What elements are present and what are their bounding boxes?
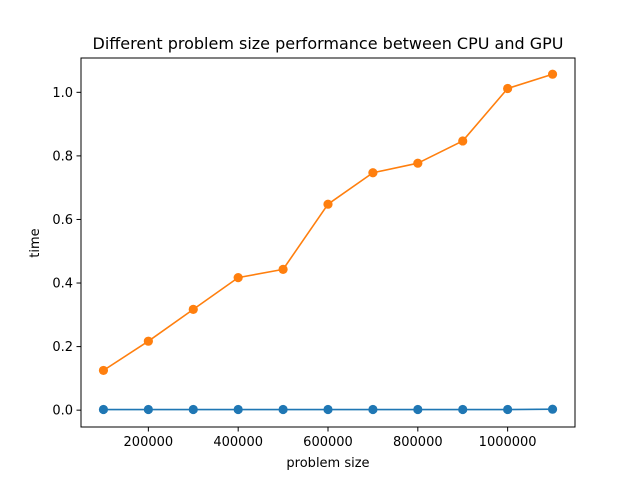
series-0-point — [188, 404, 198, 415]
x-tick-label: 1000000 — [479, 435, 537, 450]
series-1-point — [413, 158, 423, 168]
series-0-point — [233, 404, 243, 415]
series-1-point — [98, 365, 109, 376]
series-1-point — [323, 199, 333, 209]
series-0-point — [368, 404, 378, 415]
y-tick-label: 0.0 — [52, 404, 73, 419]
x-tick-label: 200000 — [124, 435, 174, 450]
y-tick-label: 0.6 — [52, 213, 73, 228]
series-1-point — [188, 304, 198, 314]
series-0-point — [547, 404, 558, 414]
series-1-point — [458, 136, 468, 146]
y-tick-label: 0.2 — [52, 340, 73, 355]
series-1-point — [278, 264, 288, 274]
chart-title: Different problem size performance betwe… — [93, 34, 564, 53]
x-tick-label: 400000 — [213, 435, 263, 450]
series-1-point — [143, 336, 153, 346]
x-tick-label: 600000 — [303, 435, 353, 450]
x-tick-label: 800000 — [393, 435, 443, 450]
y-axis-label: time — [28, 228, 43, 257]
series-1-point — [547, 69, 558, 79]
series-0-point — [98, 404, 109, 415]
plot-area: 200000 400000 600000 800000 1000000 0.0 0.2 0.4… — [52, 57, 576, 450]
series-1-point — [368, 168, 378, 178]
y-tick-label: 0.4 — [52, 277, 73, 292]
series-0-point — [278, 404, 288, 415]
series-0-point — [323, 404, 333, 415]
series-0-point — [143, 404, 153, 415]
series-0-point — [458, 404, 468, 415]
series-1-point — [503, 83, 513, 94]
y-tick-label: 1.0 — [52, 86, 73, 101]
x-axis-label: problem size — [286, 456, 369, 471]
y-tick-label: 0.8 — [52, 149, 73, 164]
series-1-point — [233, 273, 243, 283]
series-0-point — [503, 404, 513, 415]
series-0-point — [413, 404, 423, 415]
